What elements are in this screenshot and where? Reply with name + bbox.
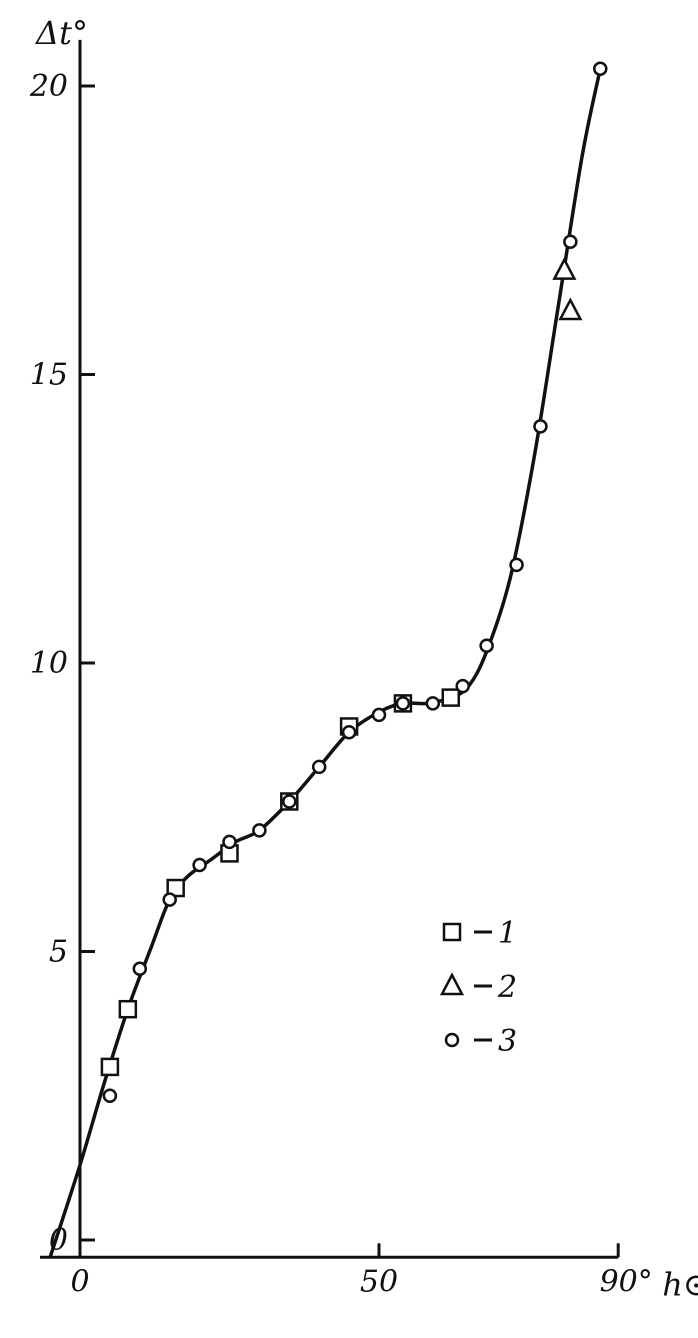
data-point-circle [192, 857, 207, 873]
data-point-circle [563, 234, 578, 250]
data-point-circle [132, 961, 148, 977]
data-point-square [441, 688, 461, 707]
axes [40, 39, 619, 1259]
x-ticks: 0 50 90° [70, 1243, 653, 1299]
x-axis-title: h⊙ [662, 1265, 698, 1303]
data-point-circle [593, 61, 608, 76]
data-point-circle [222, 834, 237, 850]
data-point-circle [509, 557, 524, 573]
data-point-square [100, 1057, 120, 1077]
y-tick-label: 15 [30, 358, 68, 393]
data-point-circle [371, 707, 387, 723]
y-tick-label: 5 [49, 935, 68, 970]
data-point-circle [455, 678, 470, 694]
x-tick-label: 50 [360, 1264, 398, 1299]
data-point-square [118, 999, 138, 1019]
data-point-circle [102, 1088, 118, 1103]
y-tick-label: 20 [29, 69, 68, 104]
y-tick-label: 10 [30, 646, 68, 681]
fitted-curve [48, 68, 603, 1258]
data-point-triangle [558, 297, 583, 321]
data-point-circle [252, 823, 267, 838]
legend: 1 2 3 [439, 916, 517, 1059]
data-point-triangle [552, 256, 577, 280]
data-point-circle [479, 638, 494, 653]
legend-marker-circle [444, 1032, 460, 1048]
data-point-circle [282, 794, 297, 809]
legend-label: 1 [498, 916, 517, 951]
legend-marker-triangle [439, 972, 465, 996]
data-point-circle [533, 419, 548, 434]
legend-marker-square [442, 922, 462, 942]
y-axis-title: Δt° [34, 14, 88, 52]
legend-label: 2 [497, 970, 517, 1005]
data-point-circle [311, 759, 327, 775]
x-tick-label: 0 [70, 1264, 89, 1299]
data-point-circle [395, 696, 411, 711]
data-point-circle [425, 696, 441, 711]
legend-label: 3 [498, 1024, 517, 1059]
data-markers [100, 61, 608, 1103]
x-tick-label: 90° [600, 1264, 653, 1299]
data-point-circle [162, 892, 177, 907]
data-point-circle [341, 724, 357, 740]
